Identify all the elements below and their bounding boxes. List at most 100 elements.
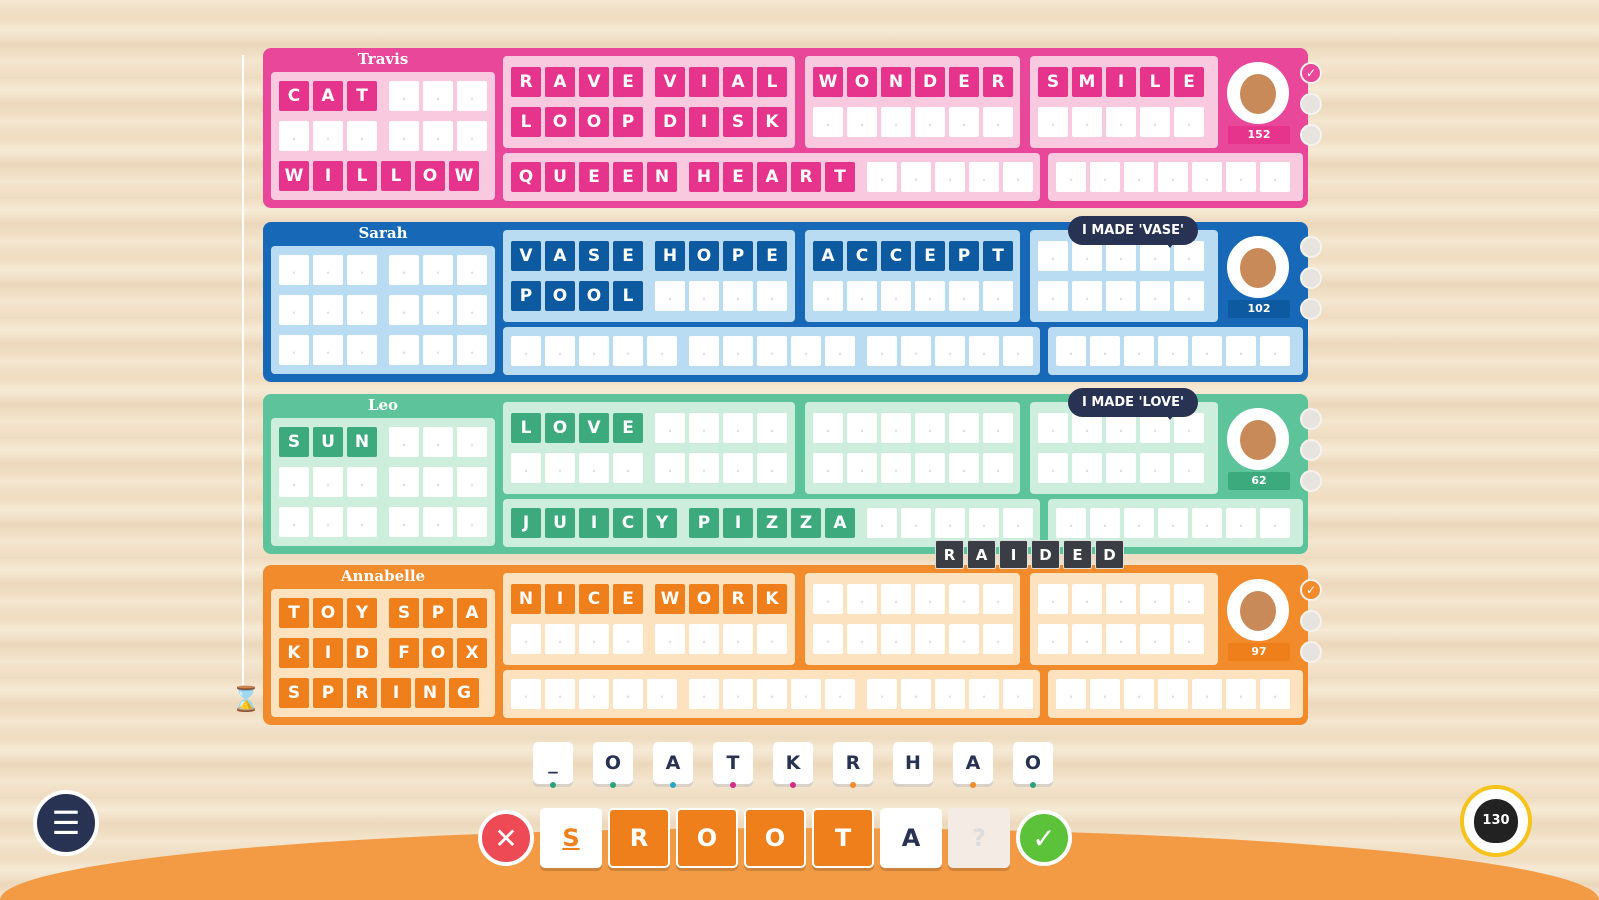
answer-tile[interactable]: A: [880, 808, 942, 868]
empty-slot: .: [457, 121, 487, 151]
word-row: ......: [813, 624, 1020, 654]
letter-tile: O: [415, 161, 445, 191]
word-row: .......: [1056, 508, 1303, 538]
word-row: ...|...: [279, 295, 495, 325]
empty-slot: .: [1124, 679, 1154, 709]
empty-slot: .: [813, 413, 843, 443]
avatar: [1223, 404, 1293, 474]
bag-icon: 130: [1474, 799, 1518, 843]
answer-tile[interactable]: S: [540, 808, 602, 868]
empty-slot: .: [723, 413, 753, 443]
empty-slot: .: [1226, 508, 1256, 538]
empty-slot: .: [813, 453, 843, 483]
empty-slot: .: [613, 624, 643, 654]
empty-slot: .: [389, 295, 419, 325]
raided-letter: A: [967, 540, 996, 569]
empty-slot: .: [1038, 281, 1068, 311]
answer-tile[interactable]: T: [812, 808, 874, 868]
letter-tile: J: [511, 508, 541, 538]
letter-tile: D: [347, 638, 377, 668]
empty-slot: .: [1174, 584, 1204, 614]
letter-tile: L: [347, 161, 377, 191]
empty-slot: .: [511, 336, 541, 366]
empty-slot: .: [983, 281, 1013, 311]
round-indicator: [1300, 470, 1322, 492]
empty-slot: .: [347, 335, 377, 365]
menu-button[interactable]: ☰: [33, 790, 99, 856]
answer-tile[interactable]: O: [744, 808, 806, 868]
answer-tile[interactable]: O: [676, 808, 738, 868]
empty-slot: .: [901, 508, 931, 538]
letter-tile: E: [613, 584, 643, 614]
empty-slot: .: [1158, 508, 1188, 538]
letter-tile: E: [613, 162, 643, 192]
rack-letter-tile[interactable]: H: [893, 742, 933, 784]
word-row: ......: [813, 281, 1020, 311]
rack-letter: _: [548, 752, 558, 774]
rack-letter-tile[interactable]: O: [593, 742, 633, 788]
rack-letter-tile[interactable]: T: [713, 742, 753, 788]
letter-tile: S: [1038, 67, 1068, 97]
empty-slot: .: [1158, 162, 1188, 192]
empty-slot: .: [1056, 162, 1086, 192]
avatar-face: [1240, 74, 1276, 114]
empty-slot: .: [1140, 584, 1170, 614]
letter-tile: O: [689, 241, 719, 271]
letter-tile: N: [647, 162, 677, 192]
rack-letter-tile[interactable]: _: [533, 742, 573, 788]
letter-tile: N: [415, 678, 445, 708]
empty-slot: .: [825, 679, 855, 709]
letter-tile: I: [1106, 67, 1136, 97]
letter-tile: W: [813, 67, 843, 97]
letter-tile: L: [511, 107, 541, 137]
answer-tile[interactable]: R: [608, 808, 670, 868]
word-block-b3: ..........: [1030, 402, 1218, 494]
clear-button[interactable]: ✕: [478, 810, 534, 866]
letter-tile: S: [279, 427, 309, 457]
empty-slot: .: [1106, 453, 1136, 483]
rack-letter-tile[interactable]: A: [953, 742, 993, 788]
answer-tile[interactable]: ?: [948, 808, 1010, 868]
letter-tile: R: [983, 67, 1013, 97]
letter-tile: Z: [757, 508, 787, 538]
empty-slot: .: [1090, 679, 1120, 709]
rack-letter-tile[interactable]: O: [1013, 742, 1053, 788]
bag-button[interactable]: 130: [1460, 785, 1532, 857]
empty-slot: .: [1072, 624, 1102, 654]
check-icon: ✓: [1300, 62, 1322, 84]
word-row: CAT|...: [279, 81, 495, 111]
rack-letter-tile[interactable]: K: [773, 742, 813, 788]
submit-button[interactable]: ✓: [1016, 810, 1072, 866]
letter-tile: I: [313, 161, 343, 191]
round-indicator: [1300, 124, 1322, 146]
empty-slot: .: [813, 107, 843, 137]
letter-tile: E: [1174, 67, 1204, 97]
empty-slot: .: [511, 679, 541, 709]
word-row: .....: [1038, 107, 1218, 137]
rack-letter-tile[interactable]: A: [653, 742, 693, 788]
empty-slot: .: [1038, 453, 1068, 483]
letter-tile: I: [689, 67, 719, 97]
empty-slot: .: [389, 467, 419, 497]
rack-letter-tile[interactable]: R: [833, 742, 873, 788]
word-block-bot1: .....|.....|.....: [503, 327, 1040, 375]
empty-slot: .: [423, 295, 453, 325]
letter-tile: A: [757, 162, 787, 192]
empty-slot: .: [279, 121, 309, 151]
word-block-bot1: .....|.....|.....: [503, 670, 1040, 718]
empty-slot: .: [757, 336, 787, 366]
empty-slot: .: [847, 624, 877, 654]
empty-slot: .: [983, 413, 1013, 443]
word-row: QUEEN|HEART|.....: [511, 162, 1040, 192]
empty-slot: .: [983, 584, 1013, 614]
empty-slot: .: [1038, 624, 1068, 654]
word-block-b2: ............: [805, 402, 1020, 494]
empty-slot: .: [511, 453, 541, 483]
avatar-face: [1240, 420, 1276, 460]
letter-tile: E: [915, 241, 945, 271]
